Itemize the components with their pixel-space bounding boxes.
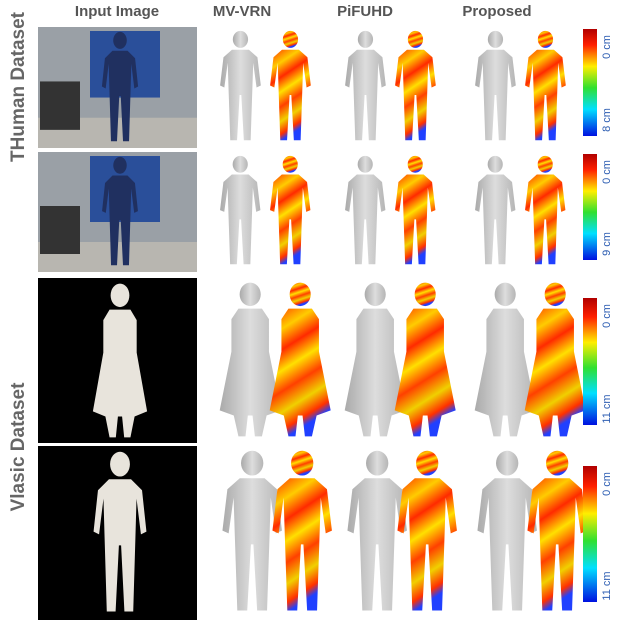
- colorbar: [583, 29, 597, 136]
- gray-mesh: [345, 283, 406, 437]
- error-mesh: [270, 283, 331, 437]
- error-mesh: [395, 31, 436, 140]
- column-header: Input Image: [75, 3, 159, 20]
- dataset-label: Vlasic Dataset: [8, 382, 29, 512]
- gray-mesh: [345, 31, 386, 140]
- colorbar-top-label: 0 cm: [601, 472, 613, 496]
- error-mesh: [270, 31, 311, 140]
- error-mesh: [525, 283, 586, 437]
- gray-mesh: [345, 156, 385, 264]
- colorbar-bottom-label: 8 cm: [601, 108, 613, 132]
- column-header: Proposed: [462, 3, 531, 20]
- dataset-label: THuman Dataset: [8, 11, 29, 162]
- colorbar-top-label: 0 cm: [601, 35, 613, 59]
- gray-mesh: [220, 156, 260, 264]
- colorbar: [583, 298, 597, 425]
- colorbar-bottom-label: 9 cm: [601, 232, 613, 256]
- colorbar-top-label: 0 cm: [601, 304, 613, 328]
- desk: [40, 206, 80, 254]
- gray-mesh: [475, 283, 536, 437]
- column-header: PiFUHD: [337, 3, 393, 20]
- gray-mesh: [220, 283, 281, 437]
- gray-mesh: [475, 31, 516, 140]
- figure: Input Image MV-VRN PiFUHD Proposed THuman Da…: [0, 0, 627, 620]
- error-mesh: [525, 156, 565, 264]
- colorbar-bottom-label: 11 cm: [601, 394, 613, 423]
- error-mesh: [525, 31, 566, 140]
- colorbar: [583, 154, 597, 260]
- desk: [40, 81, 80, 129]
- gray-mesh: [475, 156, 515, 264]
- colorbar-bottom-label: 11 cm: [601, 571, 613, 600]
- error-mesh: [270, 156, 310, 264]
- gray-mesh: [220, 31, 261, 140]
- error-mesh: [395, 156, 435, 264]
- colorbar-top-label: 0 cm: [601, 160, 613, 184]
- column-header: MV-VRN: [213, 3, 271, 20]
- error-mesh: [395, 283, 456, 437]
- colorbar: [583, 466, 597, 602]
